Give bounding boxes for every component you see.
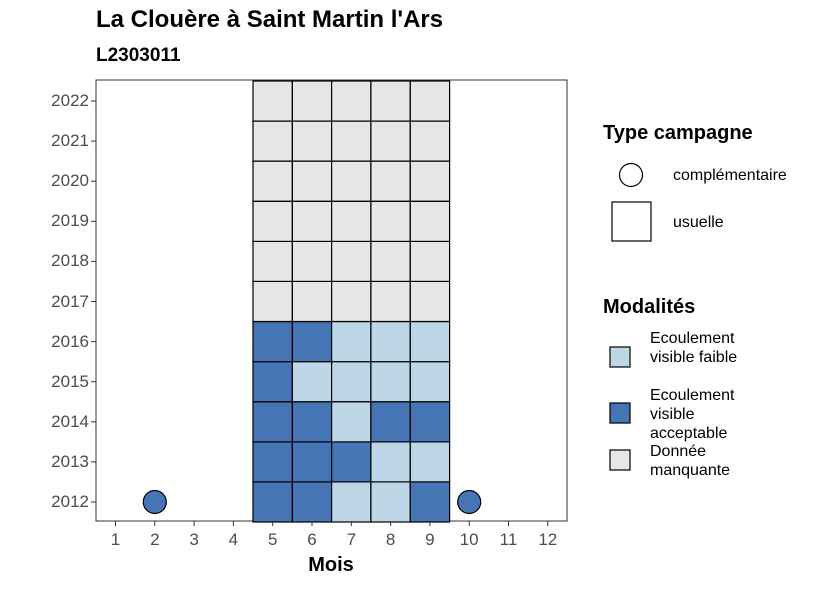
x-tick-label-1: 1 (110, 530, 121, 549)
x-tick-label-2: 2 (150, 530, 160, 549)
y-tick-label-2015: 2015 (51, 371, 89, 391)
y-tick-label-2017: 2017 (51, 291, 89, 311)
x-tick-label-6: 6 (307, 530, 317, 549)
cell-2012-7 (331, 481, 372, 523)
cell-2012-9 (409, 481, 451, 523)
legend-type-label-usuelle: usuelle (673, 214, 724, 231)
cell-2016-6 (291, 321, 333, 363)
cell-2019-6 (291, 200, 333, 243)
legend-modalite-label-faible: Ecoulement visible faible (650, 330, 738, 366)
legend-modalite-key-acceptable (609, 402, 631, 424)
cell-2013-8 (370, 441, 411, 483)
x-tick-label-9: 9 (425, 530, 435, 549)
cell-2015-8 (370, 361, 411, 403)
y-tick-label-2022: 2022 (51, 91, 89, 110)
cell-2020-9 (409, 160, 451, 202)
y-tick-label-2013: 2013 (51, 451, 89, 471)
cell-2015-9 (409, 361, 451, 403)
cell-2013-6 (291, 441, 333, 483)
cell-2014-9 (409, 401, 451, 443)
cell-2015-5 (252, 361, 293, 403)
y-tick-label-2020: 2020 (51, 171, 89, 191)
legend-modalite-label-acceptable: Ecoulement visible acceptable (650, 387, 735, 442)
y-tick-label-2021: 2021 (51, 131, 89, 151)
x-tick-label-5: 5 (267, 530, 278, 549)
axes-layer (91, 100, 549, 526)
cell-2015-7 (331, 361, 372, 403)
legend-modalites-title: Modalités (603, 296, 696, 318)
y-tick-label-2019: 2019 (51, 211, 89, 231)
cell-2012-5 (252, 481, 293, 523)
cell-2013-9 (409, 441, 451, 483)
cell-2017-8 (370, 280, 411, 323)
cell-2021-5 (252, 120, 293, 162)
x-tick-label-4: 4 (228, 530, 239, 549)
y-tick-label-2014: 2014 (51, 411, 89, 431)
cell-2012-2 (142, 489, 167, 515)
cell-2022-5 (252, 80, 293, 122)
cell-2018-8 (370, 240, 411, 283)
cell-2012-10 (457, 489, 482, 515)
cell-2017-5 (252, 280, 293, 323)
cell-2012-8 (370, 481, 411, 523)
legend-modalite-key-manquante (609, 449, 631, 471)
x-tick-label-10: 10 (459, 530, 479, 549)
cell-2018-5 (252, 240, 293, 283)
legend-type-title: Type campagne (603, 122, 753, 144)
cell-2021-7 (331, 120, 372, 162)
cell-2014-6 (291, 401, 333, 443)
cell-2018-7 (331, 240, 372, 283)
legend-modalite-key-faible (609, 346, 631, 368)
chart-title: La Clouère à Saint Martin l'Ars (96, 6, 444, 33)
cell-2019-9 (409, 200, 451, 243)
cell-2020-8 (370, 160, 411, 202)
cell-2013-7 (331, 441, 372, 483)
x-tick-label-8: 8 (385, 530, 396, 549)
cells-layer (142, 80, 482, 523)
cell-2022-6 (291, 80, 333, 122)
cell-2014-8 (370, 401, 411, 443)
legend-type-label-complementaire: complémentaire (673, 167, 787, 184)
x-tick-label-7: 7 (346, 530, 357, 549)
cell-2016-5 (252, 321, 293, 363)
cell-2018-6 (291, 240, 333, 283)
cell-2022-7 (331, 80, 372, 122)
cell-2012-6 (291, 481, 333, 523)
cell-2020-6 (291, 160, 333, 202)
x-tick-label-11: 11 (499, 530, 518, 549)
legend-type-key-complementaire (618, 162, 644, 188)
cell-2016-7 (331, 321, 372, 363)
cell-2016-8 (370, 321, 411, 363)
cell-2018-9 (409, 240, 451, 283)
cell-2017-6 (291, 280, 333, 323)
cell-2019-5 (252, 200, 293, 243)
cell-2019-7 (331, 200, 372, 243)
cell-2019-8 (370, 200, 411, 243)
cell-2014-5 (252, 401, 293, 443)
cell-2021-8 (370, 120, 411, 162)
cell-2016-9 (409, 321, 451, 363)
cell-2021-9 (409, 120, 451, 162)
cell-2020-7 (331, 160, 372, 202)
y-tick-label-2018: 2018 (51, 251, 89, 271)
cell-2017-9 (409, 280, 451, 323)
cell-2013-5 (252, 441, 293, 483)
x-tick-label-3: 3 (189, 530, 199, 549)
cell-2022-9 (409, 80, 451, 122)
x-axis-label: Mois (308, 554, 354, 576)
chart-subtitle: L2303011 (96, 45, 181, 66)
cell-2015-6 (291, 361, 333, 403)
cell-2021-6 (291, 120, 333, 162)
cell-2017-7 (331, 280, 372, 323)
cell-2020-5 (252, 160, 293, 202)
x-tick-label-12: 12 (538, 530, 558, 549)
legend-modalite-label-manquante: Donnée manquante (650, 443, 731, 479)
y-tick-label-2016: 2016 (51, 331, 89, 351)
y-tick-label-2012: 2012 (51, 492, 89, 511)
legend-type-key-usuelle (611, 201, 652, 242)
cell-2022-8 (370, 80, 411, 122)
cell-2014-7 (331, 401, 372, 443)
legend-layer (609, 162, 652, 471)
